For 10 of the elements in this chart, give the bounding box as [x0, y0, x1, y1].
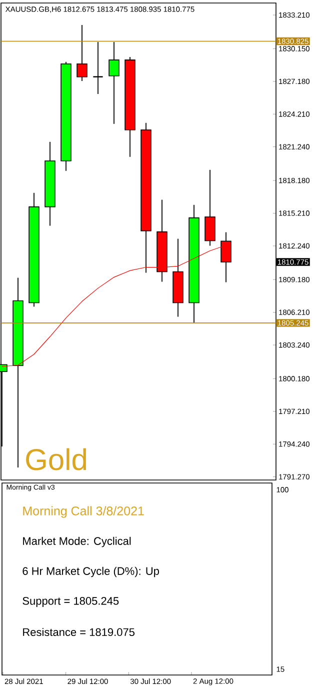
annotation: Gold: [26, 448, 86, 470]
text: Support = 1805.245: [22, 597, 119, 607]
text: 6 Hr Market Cycle (D%): Up: [22, 566, 159, 578]
candlestick: [108, 42, 120, 124]
candlestick: [76, 24, 88, 82]
text: Market Mode: Cyclical: [23, 536, 131, 548]
candlestick: [92, 42, 104, 94]
candlestick: [204, 169, 216, 246]
text: Morning Call 3/8/2021: [23, 506, 144, 518]
text: Resistance = 1819.075: [23, 628, 135, 636]
